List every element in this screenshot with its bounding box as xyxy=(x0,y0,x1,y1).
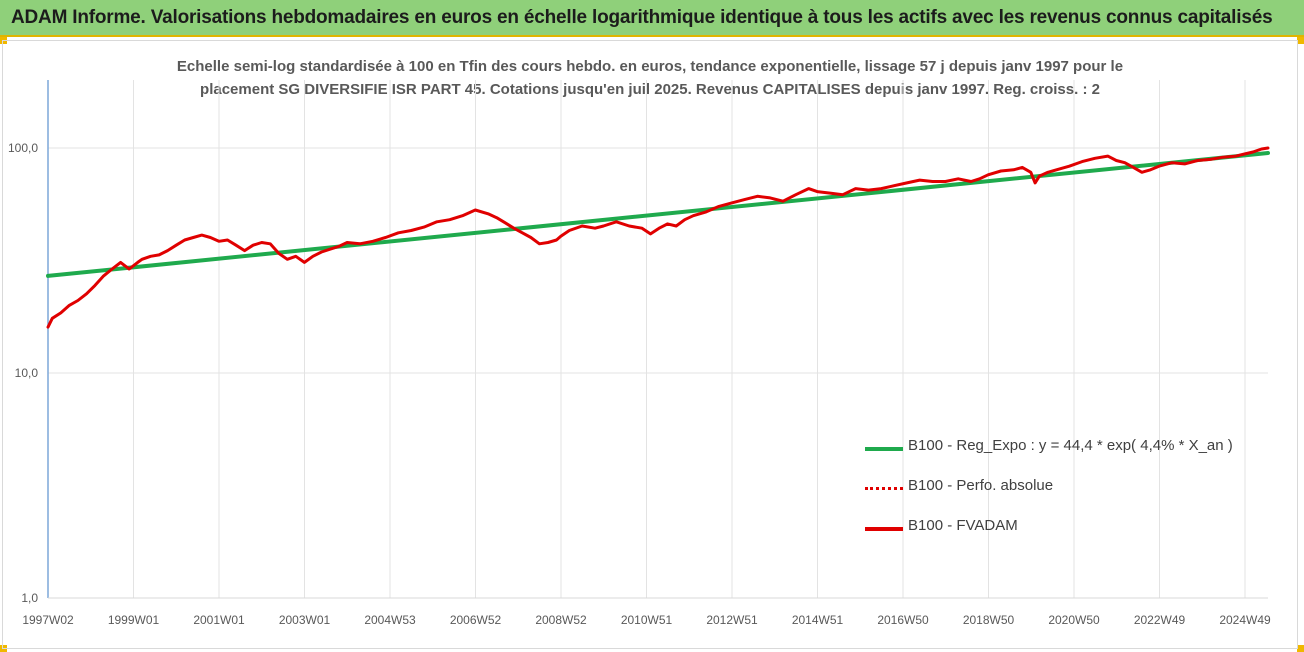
x-tick-label: 2003W01 xyxy=(279,613,331,627)
legend-label-fvadam: B100 - FVADAM xyxy=(908,517,1018,534)
x-tick-label: 2024W49 xyxy=(1219,613,1271,627)
x-tick-label: 2022W49 xyxy=(1134,613,1186,627)
legend-label-perfo: B100 - Perfo. absolue xyxy=(908,477,1054,494)
legend-label-regression: B100 - Reg_Expo : y = 44,4 * exp( 4,4% *… xyxy=(908,437,1233,454)
report-header: ADAM Informe. Valorisations hebdomadaire… xyxy=(0,0,1304,37)
x-tick-label: 2008W52 xyxy=(535,613,587,627)
chart-title-line-2: placement SG DIVERSIFIE ISR PART 45. Cot… xyxy=(200,81,1100,98)
tick-labels: 1997W02 1999W01 2001W01 2003W01 2004W53 2006W… xyxy=(8,141,1271,627)
report-title: ADAM Informe. Valorisations hebdomadaire… xyxy=(11,7,1273,28)
regression-line xyxy=(46,151,1270,278)
x-tick-label: 2004W53 xyxy=(364,613,416,627)
x-tick-label: 2020W50 xyxy=(1048,613,1100,627)
legend-swatch-perfo xyxy=(865,487,903,490)
y-tick-label: 100,0 xyxy=(8,141,38,155)
x-tick-label: 2012W51 xyxy=(706,613,758,627)
y-tick-label: 10,0 xyxy=(15,366,39,380)
corner-marker xyxy=(1297,645,1304,652)
x-tick-label: 1999W01 xyxy=(108,613,160,627)
corner-marker xyxy=(1297,37,1304,44)
x-tick-label: 2010W51 xyxy=(621,613,673,627)
x-tick-label: 2014W51 xyxy=(792,613,844,627)
x-tick-label: 1997W02 xyxy=(22,613,74,627)
legend-swatch-regression xyxy=(865,447,903,451)
legend-swatch-fvadam xyxy=(865,527,903,531)
grid-lines xyxy=(48,80,1268,599)
x-tick-label: 2018W50 xyxy=(963,613,1015,627)
fvadam-line xyxy=(46,146,1270,329)
x-tick-label: 2016W50 xyxy=(877,613,929,627)
x-tick-label: 2006W52 xyxy=(450,613,502,627)
chart-title-line-1: Echelle semi-log standardisée à 100 en T… xyxy=(176,58,1124,75)
chart-area xyxy=(2,40,1298,649)
y-tick-label: 1,0 xyxy=(21,591,38,605)
x-tick-label: 2001W01 xyxy=(193,613,245,627)
axes xyxy=(47,80,1268,599)
series-lines xyxy=(46,146,1270,329)
